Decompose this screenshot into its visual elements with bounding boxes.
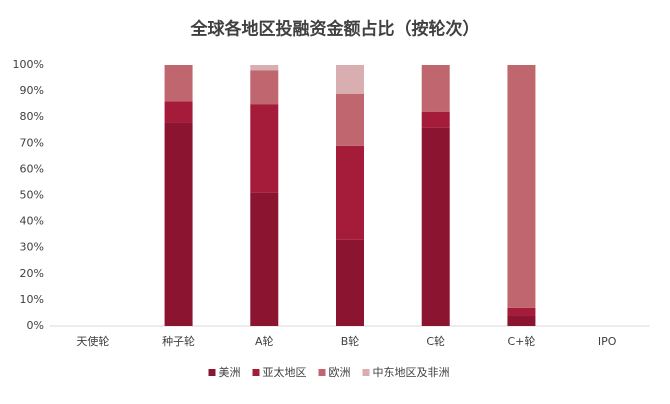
x-tick-label: 天使轮 <box>76 334 109 348</box>
bar-segment <box>164 122 193 326</box>
bar-segment <box>336 65 364 94</box>
bar-segment <box>507 315 536 326</box>
chart-title: 全球各地区投融资金额占比（按轮次） <box>190 19 480 40</box>
bar-segment <box>336 93 364 146</box>
legend-label: 亚太地区 <box>263 366 307 379</box>
bar-segment <box>507 65 536 308</box>
bar-segment <box>421 65 450 112</box>
y-tick-label: 90% <box>20 84 44 97</box>
y-tick-label: 100% <box>13 58 44 71</box>
legend-swatch <box>208 369 216 376</box>
y-tick-label: 20% <box>20 267 44 280</box>
legend-label: 中东地区及非洲 <box>373 366 450 379</box>
bar-segment <box>336 239 364 326</box>
legend-swatch <box>318 369 326 376</box>
y-tick-label: 30% <box>20 241 44 254</box>
y-tick-label: 80% <box>20 110 44 123</box>
bar-segment <box>421 111 450 128</box>
x-tick-label: 种子轮 <box>162 334 195 348</box>
bar-segment <box>164 65 193 102</box>
y-tick-label: 40% <box>20 215 44 228</box>
x-tick-label: A轮 <box>255 334 274 348</box>
bar-segment <box>250 65 279 71</box>
x-tick-label: C轮 <box>426 334 445 348</box>
y-tick-label: 0% <box>27 319 44 332</box>
bar-segment <box>250 70 279 105</box>
x-tick-label: B轮 <box>341 334 360 348</box>
y-tick-label: 60% <box>20 162 44 175</box>
x-tick-label: IPO <box>598 335 617 348</box>
bar-segment <box>507 307 536 316</box>
legend-swatch <box>362 369 370 376</box>
bar-segment <box>164 101 193 123</box>
bar-segment <box>421 127 450 326</box>
bar-segment <box>250 192 279 326</box>
legend-swatch <box>252 369 260 376</box>
y-tick-label: 10% <box>20 293 44 306</box>
bar-segment <box>336 145 364 240</box>
bar-segment <box>250 104 279 193</box>
legend-label: 美洲 <box>219 366 241 379</box>
y-tick-label: 50% <box>20 189 44 202</box>
x-tick-label: C+轮 <box>507 334 535 348</box>
legend-label: 欧洲 <box>329 366 351 379</box>
y-tick-label: 70% <box>20 136 44 149</box>
